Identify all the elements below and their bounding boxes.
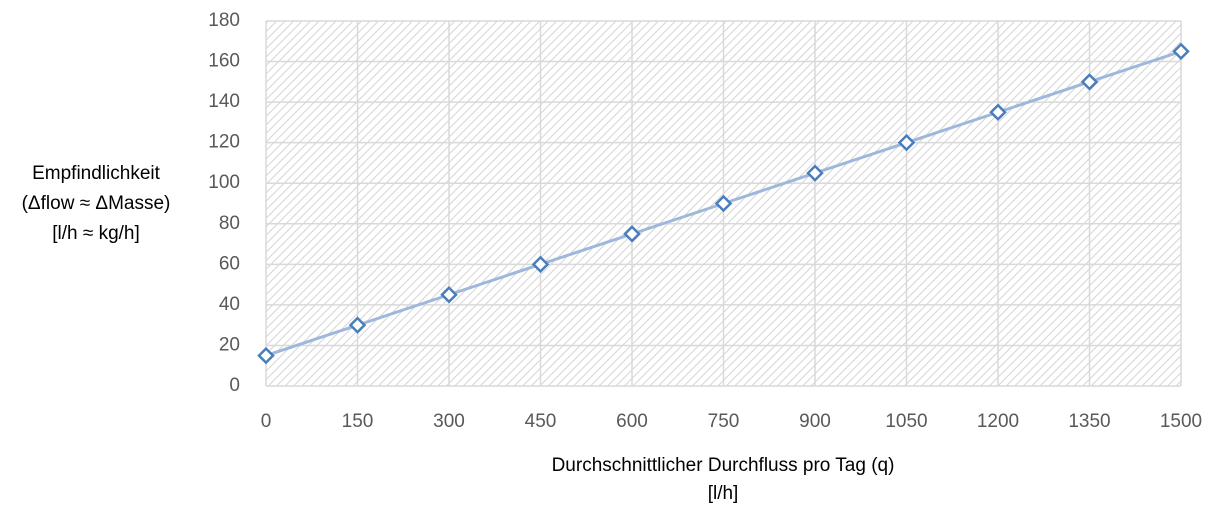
y-tick-label: 60 xyxy=(219,253,240,274)
y-axis-label: [l/h ≈ kg/h] xyxy=(52,223,140,244)
x-tick-label: 0 xyxy=(261,411,272,432)
y-tick-label: 180 xyxy=(208,10,240,31)
data-point xyxy=(1080,73,1099,91)
data-point xyxy=(257,346,275,365)
x-tick-label: 300 xyxy=(433,411,465,432)
y-tick-label: 80 xyxy=(219,213,240,234)
x-tick-label: 900 xyxy=(799,411,831,432)
x-tick-label: 150 xyxy=(342,411,374,432)
x-axis-label: Durchschnittlicher Durchfluss pro Tag (q… xyxy=(552,455,895,476)
data-point xyxy=(531,255,550,274)
y-tick-label: 100 xyxy=(208,172,240,193)
data-point xyxy=(348,316,367,334)
x-tick-label: 1500 xyxy=(1160,411,1202,432)
y-tick-label: 40 xyxy=(219,294,240,315)
x-tick-label: 1200 xyxy=(977,411,1019,432)
data-point xyxy=(1172,42,1190,61)
y-tick-label: 20 xyxy=(219,334,240,355)
x-axis-label: [l/h] xyxy=(708,483,739,504)
y-tick-label: 120 xyxy=(208,132,240,153)
y-axis-label: (Δflow ≈ ΔMasse) xyxy=(22,193,171,214)
x-tick-label: 1050 xyxy=(885,411,927,432)
x-tick-label: 450 xyxy=(525,411,557,432)
data-point xyxy=(714,194,733,213)
y-tick-label: 0 xyxy=(229,375,240,396)
y-axis-label: Empfindlichkeit xyxy=(32,163,160,184)
data-point xyxy=(989,103,1007,122)
data-point xyxy=(440,285,458,304)
x-tick-label: 600 xyxy=(616,411,648,432)
x-tick-label: 1350 xyxy=(1068,411,1110,432)
data-point xyxy=(623,225,641,243)
data-point xyxy=(897,133,916,152)
data-point xyxy=(806,164,824,182)
y-tick-label: 160 xyxy=(208,51,240,72)
x-tick-label: 750 xyxy=(708,411,740,432)
y-tick-label: 140 xyxy=(208,91,240,112)
